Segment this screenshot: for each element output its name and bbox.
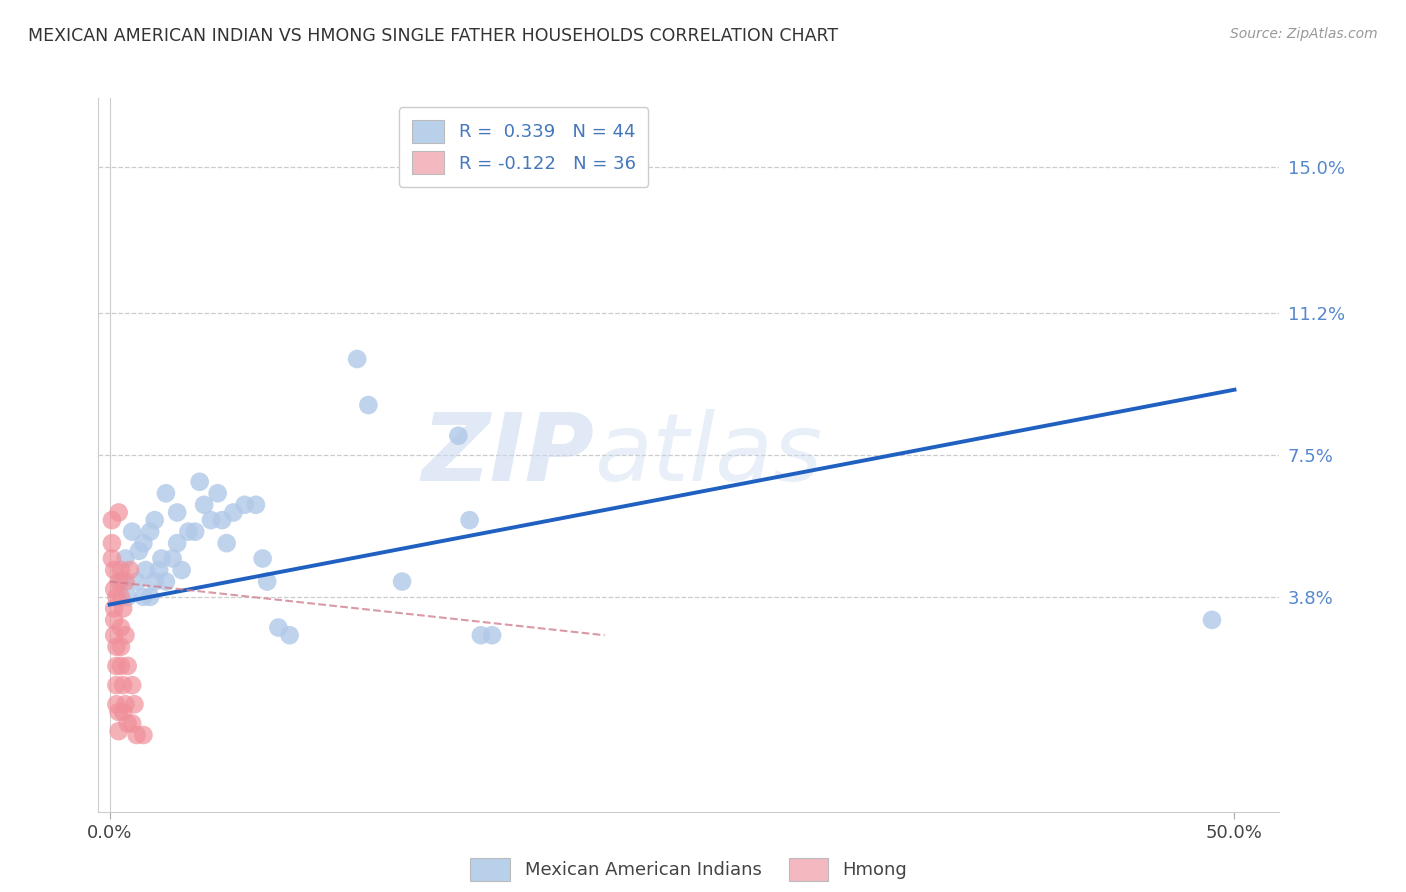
Point bbox=[103, 628, 125, 642]
Point bbox=[207, 486, 229, 500]
Point bbox=[107, 574, 129, 589]
Point bbox=[143, 574, 166, 589]
Point bbox=[103, 582, 125, 597]
Point bbox=[135, 563, 157, 577]
Point bbox=[107, 724, 129, 739]
Point bbox=[105, 678, 128, 692]
Point bbox=[256, 574, 278, 589]
Point bbox=[139, 590, 162, 604]
Point bbox=[211, 513, 233, 527]
Point bbox=[233, 498, 256, 512]
Point bbox=[110, 640, 132, 654]
Point bbox=[155, 486, 177, 500]
Point bbox=[103, 601, 125, 615]
Point bbox=[117, 716, 139, 731]
Text: atlas: atlas bbox=[595, 409, 823, 500]
Point bbox=[110, 621, 132, 635]
Text: ZIP: ZIP bbox=[422, 409, 595, 501]
Point bbox=[252, 551, 274, 566]
Point bbox=[188, 475, 211, 489]
Point bbox=[114, 698, 136, 712]
Point bbox=[143, 513, 166, 527]
Point bbox=[121, 524, 143, 539]
Point bbox=[166, 506, 188, 520]
Point bbox=[170, 563, 193, 577]
Legend: Mexican American Indians, Hmong: Mexican American Indians, Hmong bbox=[463, 851, 915, 888]
Point bbox=[447, 428, 470, 442]
Point bbox=[125, 574, 148, 589]
Point bbox=[162, 551, 184, 566]
Point bbox=[245, 498, 267, 512]
Point bbox=[105, 590, 128, 604]
Point bbox=[125, 728, 148, 742]
Point bbox=[101, 536, 124, 550]
Point bbox=[391, 574, 413, 589]
Point bbox=[357, 398, 380, 412]
Point bbox=[107, 705, 129, 719]
Point bbox=[267, 621, 290, 635]
Point bbox=[470, 628, 492, 642]
Point bbox=[110, 659, 132, 673]
Point bbox=[103, 563, 125, 577]
Point bbox=[105, 640, 128, 654]
Point bbox=[105, 659, 128, 673]
Point bbox=[128, 544, 150, 558]
Point bbox=[114, 628, 136, 642]
Point bbox=[121, 678, 143, 692]
Point bbox=[112, 678, 135, 692]
Point bbox=[112, 705, 135, 719]
Point bbox=[117, 590, 139, 604]
Point bbox=[193, 498, 215, 512]
Point bbox=[132, 728, 155, 742]
Point bbox=[278, 628, 301, 642]
Text: MEXICAN AMERICAN INDIAN VS HMONG SINGLE FATHER HOUSEHOLDS CORRELATION CHART: MEXICAN AMERICAN INDIAN VS HMONG SINGLE … bbox=[28, 27, 838, 45]
Point bbox=[222, 506, 245, 520]
Point bbox=[118, 563, 141, 577]
Point bbox=[177, 524, 200, 539]
Point bbox=[215, 536, 238, 550]
Point bbox=[110, 574, 132, 589]
Point bbox=[148, 563, 170, 577]
Point bbox=[121, 716, 143, 731]
Point bbox=[124, 698, 146, 712]
Point bbox=[184, 524, 207, 539]
Text: Source: ZipAtlas.com: Source: ZipAtlas.com bbox=[1230, 27, 1378, 41]
Point bbox=[103, 613, 125, 627]
Point bbox=[107, 506, 129, 520]
Point bbox=[155, 574, 177, 589]
Point bbox=[481, 628, 503, 642]
Point bbox=[150, 551, 173, 566]
Point bbox=[166, 536, 188, 550]
Point bbox=[200, 513, 222, 527]
Point bbox=[105, 698, 128, 712]
Point bbox=[101, 513, 124, 527]
Point bbox=[458, 513, 481, 527]
Point bbox=[112, 601, 135, 615]
Point bbox=[132, 536, 155, 550]
Point bbox=[110, 563, 132, 577]
Point bbox=[139, 524, 162, 539]
Point bbox=[114, 551, 136, 566]
Point bbox=[132, 590, 155, 604]
Point bbox=[110, 590, 132, 604]
Point bbox=[1201, 613, 1223, 627]
Point bbox=[117, 659, 139, 673]
Point bbox=[101, 551, 124, 566]
Point bbox=[114, 574, 136, 589]
Point bbox=[346, 351, 368, 366]
